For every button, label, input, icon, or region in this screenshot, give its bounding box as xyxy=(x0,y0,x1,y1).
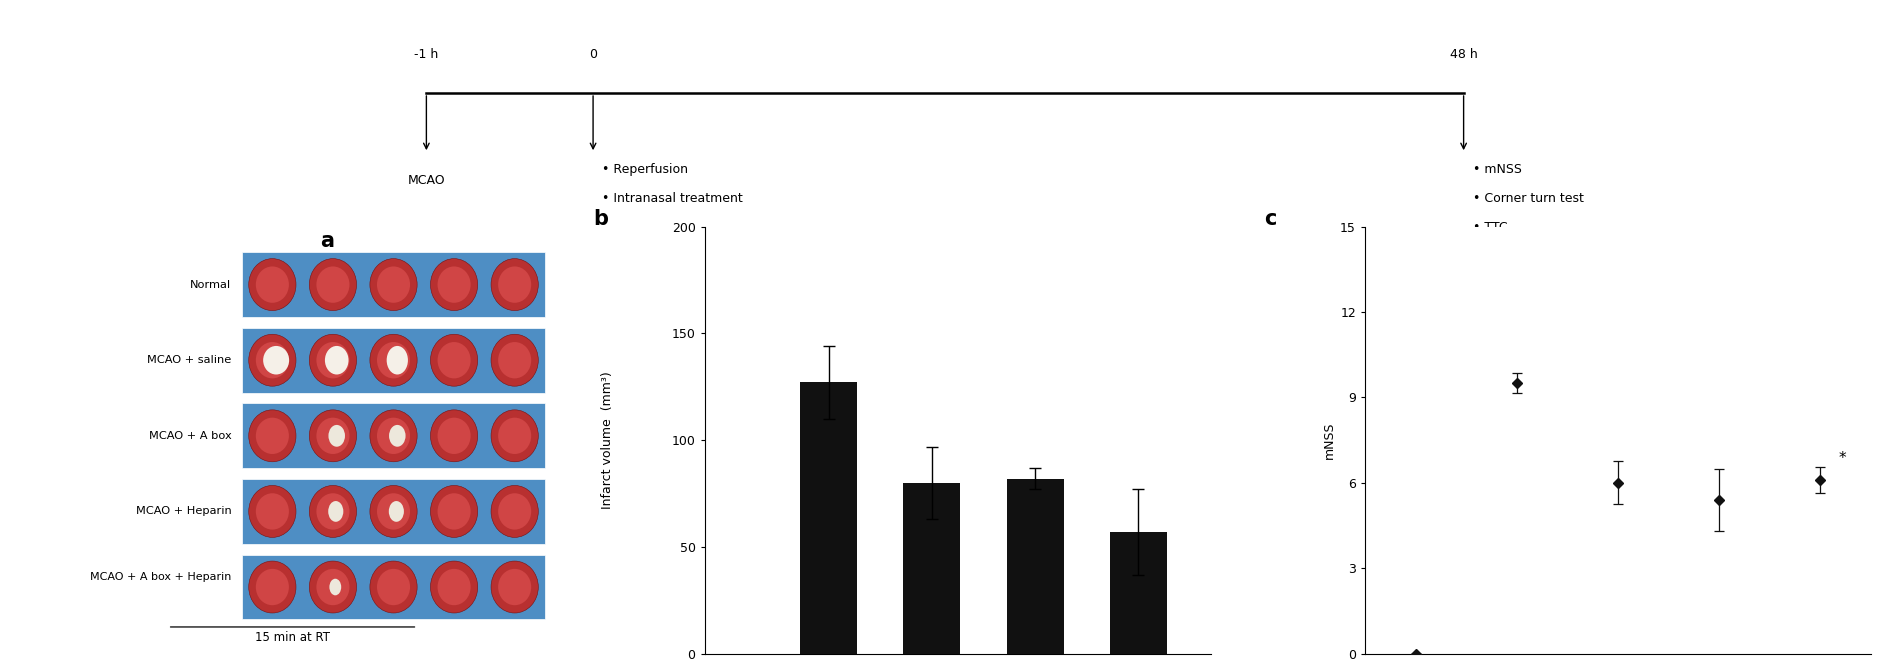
Ellipse shape xyxy=(499,493,531,530)
Text: MCAO + saline: MCAO + saline xyxy=(147,356,230,366)
Ellipse shape xyxy=(491,486,538,538)
Bar xyxy=(242,252,544,317)
Ellipse shape xyxy=(491,259,538,311)
Ellipse shape xyxy=(310,561,357,613)
Bar xyxy=(242,404,544,468)
Text: MCAO + Heparin: MCAO + Heparin xyxy=(136,506,230,516)
Ellipse shape xyxy=(499,418,531,454)
Ellipse shape xyxy=(438,418,470,454)
Ellipse shape xyxy=(249,486,297,538)
Text: 15 min at RT: 15 min at RT xyxy=(255,631,331,644)
Text: -1 h: -1 h xyxy=(414,47,438,61)
Text: • mNSS: • mNSS xyxy=(1472,163,1521,176)
Ellipse shape xyxy=(370,259,417,311)
Text: c: c xyxy=(1264,209,1275,229)
Ellipse shape xyxy=(389,425,406,447)
Ellipse shape xyxy=(370,561,417,613)
Ellipse shape xyxy=(329,579,342,596)
Ellipse shape xyxy=(315,342,349,378)
Ellipse shape xyxy=(329,425,346,447)
Ellipse shape xyxy=(387,346,408,374)
Ellipse shape xyxy=(329,501,344,522)
Ellipse shape xyxy=(370,410,417,462)
Text: 0: 0 xyxy=(589,47,597,61)
Text: • Corner turn test: • Corner turn test xyxy=(1472,192,1583,205)
Text: a: a xyxy=(319,231,334,251)
Text: *: * xyxy=(1838,451,1846,466)
Text: MCAO + A box + Heparin: MCAO + A box + Heparin xyxy=(91,572,230,582)
Ellipse shape xyxy=(376,418,410,454)
Ellipse shape xyxy=(315,493,349,530)
Bar xyxy=(1007,478,1064,654)
Ellipse shape xyxy=(310,334,357,386)
Text: • TTC: • TTC xyxy=(1472,221,1507,234)
Ellipse shape xyxy=(310,259,357,311)
Ellipse shape xyxy=(431,259,478,311)
Text: MCAO: MCAO xyxy=(408,174,446,187)
Ellipse shape xyxy=(376,493,410,530)
Ellipse shape xyxy=(310,410,357,462)
Ellipse shape xyxy=(249,410,297,462)
Ellipse shape xyxy=(438,493,470,530)
Ellipse shape xyxy=(376,266,410,303)
Ellipse shape xyxy=(255,342,289,378)
Text: • Reperfusion: • Reperfusion xyxy=(603,163,688,176)
Ellipse shape xyxy=(438,342,470,378)
Ellipse shape xyxy=(315,418,349,454)
Text: b: b xyxy=(593,209,608,229)
Ellipse shape xyxy=(438,569,470,605)
Y-axis label: mNSS: mNSS xyxy=(1322,422,1336,459)
Bar xyxy=(903,483,960,654)
Bar xyxy=(1109,532,1166,654)
Ellipse shape xyxy=(438,266,470,303)
Ellipse shape xyxy=(325,346,348,374)
Ellipse shape xyxy=(491,410,538,462)
Ellipse shape xyxy=(370,486,417,538)
Text: 48 h: 48 h xyxy=(1449,47,1477,61)
Text: Normal: Normal xyxy=(191,279,230,289)
Bar xyxy=(242,479,544,544)
Ellipse shape xyxy=(255,418,289,454)
Ellipse shape xyxy=(255,569,289,605)
Ellipse shape xyxy=(315,569,349,605)
Y-axis label: Infarct volume  (mm³): Infarct volume (mm³) xyxy=(601,372,614,509)
Bar xyxy=(242,554,544,620)
Text: MCAO + A box: MCAO + A box xyxy=(149,431,230,441)
Ellipse shape xyxy=(370,334,417,386)
Ellipse shape xyxy=(491,561,538,613)
Ellipse shape xyxy=(376,342,410,378)
Ellipse shape xyxy=(249,334,297,386)
Bar xyxy=(799,382,856,654)
Ellipse shape xyxy=(255,493,289,530)
Ellipse shape xyxy=(310,486,357,538)
Ellipse shape xyxy=(431,334,478,386)
Ellipse shape xyxy=(431,561,478,613)
Ellipse shape xyxy=(499,342,531,378)
Ellipse shape xyxy=(431,410,478,462)
Ellipse shape xyxy=(263,346,289,374)
Ellipse shape xyxy=(249,561,297,613)
Ellipse shape xyxy=(376,569,410,605)
Ellipse shape xyxy=(499,569,531,605)
Ellipse shape xyxy=(249,259,297,311)
Ellipse shape xyxy=(491,334,538,386)
Ellipse shape xyxy=(431,486,478,538)
Ellipse shape xyxy=(389,501,404,522)
Ellipse shape xyxy=(255,266,289,303)
Ellipse shape xyxy=(315,266,349,303)
Text: • Intranasal treatment: • Intranasal treatment xyxy=(603,192,742,205)
Bar xyxy=(242,327,544,393)
Ellipse shape xyxy=(499,266,531,303)
